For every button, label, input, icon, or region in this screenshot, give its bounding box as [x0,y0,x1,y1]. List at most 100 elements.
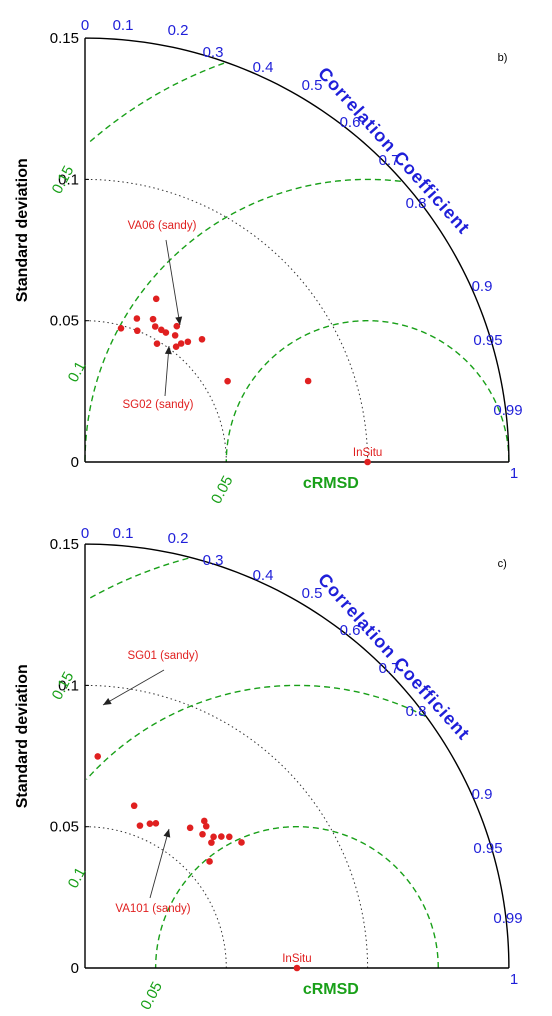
data-point [226,833,233,841]
data-point [162,329,170,336]
data-point [146,820,154,827]
outer-arc [84,543,510,969]
x-axis-title: cRMSD [303,981,359,998]
rmsd-tick-label: 0.1 [65,359,90,385]
data-point [304,377,312,385]
annotation-label: SG01 (sandy) [128,650,199,662]
correlation-tick-label: 0.95 [473,332,502,349]
std-tick-label: 0.05 [50,313,79,330]
annotation-arrow-line [165,239,181,326]
data-point [202,822,210,830]
correlation-tick-label: 0.8 [406,195,427,212]
std-gridline [84,178,369,463]
data-point [130,802,138,810]
rmsd-tick-label: 0.05 [137,979,166,1013]
rmsd-tick-label: 0.05 [208,473,237,507]
reference-point [364,458,371,466]
annotation-arrow-head [103,697,112,705]
data-point [238,839,245,846]
data-point [153,340,161,348]
data-point [200,817,208,825]
std-tick-label: 0.15 [50,536,79,553]
annotation-arrow-line [102,669,165,706]
data-point [136,822,144,829]
correlation-tick-label: 0.3 [203,44,224,61]
data-point [133,327,141,335]
data-point [133,315,141,322]
outer-arc [84,37,510,463]
correlation-tick-label: 0.3 [203,552,224,569]
correlation-tick-label: 0.4 [253,59,274,76]
std-tick-label: 0.15 [50,30,79,47]
data-point [151,323,159,330]
correlation-tick-label: 1 [510,971,518,988]
correlation-tick-label: 0.5 [302,585,323,602]
correlation-tick-label: 0.1 [113,525,134,542]
data-point [171,332,179,339]
correlation-tick-label: 0.2 [168,530,189,547]
panel-label: b) [498,52,508,64]
annotation-arrow-head [175,316,183,325]
std-tick-label: 0 [71,960,79,977]
data-point [199,830,206,838]
taylor-diagram-c: 00.050.10.150 0.1 0.20.30.40.50.60.70.80.9… [14,525,523,1013]
correlation-tick-label: 0.2 [168,22,189,39]
annotation-label: SG02 (sandy) [123,399,194,411]
taylor-diagram-b: 00.050.10.150 0.1 0.20.30.40.50.60.70.80.9… [14,17,523,507]
data-point [210,833,217,841]
reference-label: InSitu [282,953,311,965]
correlation-tick-label: 0 [81,17,89,34]
y-axis-title: Standard deviation [14,664,31,808]
rmsd-tick-label: 0.1 [65,865,90,891]
correlation-tick-label: 0.6 [340,622,361,639]
data-point [152,820,160,827]
annotation-arrow-line [164,345,170,397]
rmsd-contour [86,62,225,145]
data-point [177,340,185,347]
panel-label: c) [498,558,507,570]
std-tick-label: 0.1 [58,677,79,694]
std-gridline [84,684,369,969]
annotation-arrow-head [164,346,172,355]
std-tick-label: 0 [71,454,79,471]
rmsd-contour [86,557,189,601]
data-point [208,839,215,846]
correlation-tick-label: 0.1 [113,17,134,34]
data-point [172,343,180,351]
correlation-tick-label: 0.9 [472,278,493,295]
data-point [117,324,125,332]
std-tick-label: 0.1 [58,171,79,188]
data-point [149,315,157,323]
reference-label: InSitu [353,447,382,459]
correlation-tick-label: 0 [81,525,89,542]
correlation-tick-label: 0.8 [406,703,427,720]
data-point [224,377,231,385]
correlation-tick-label: 0.9 [472,786,493,803]
data-point [186,824,194,832]
correlation-tick-label: 0.7 [379,152,400,169]
data-point [94,753,102,760]
correlation-axis-title: Correlation Coefficient [314,569,474,744]
data-point [206,858,213,865]
correlation-tick-label: 0.7 [379,660,400,677]
correlation-tick-label: 0.5 [302,77,323,94]
data-point [218,833,225,840]
rmsd-contour [225,320,510,462]
data-point [152,295,160,303]
correlation-axis-title: Correlation Coefficient [314,63,474,238]
correlation-tick-label: 0.99 [493,402,522,419]
data-point [184,338,192,346]
rmsd-contour [154,826,439,968]
data-point [173,322,181,330]
y-axis-title: Standard deviation [14,158,31,302]
annotation-arrow-line [149,828,170,899]
std-gridline [84,826,227,969]
correlation-tick-label: 0.99 [493,910,522,927]
correlation-tick-label: 0.4 [253,567,274,584]
x-axis-title: cRMSD [303,475,359,492]
data-point [198,335,206,343]
correlation-tick-label: 0.6 [340,114,361,131]
annotation-label: VA06 (sandy) [128,220,197,232]
correlation-tick-label: 1 [510,465,518,482]
